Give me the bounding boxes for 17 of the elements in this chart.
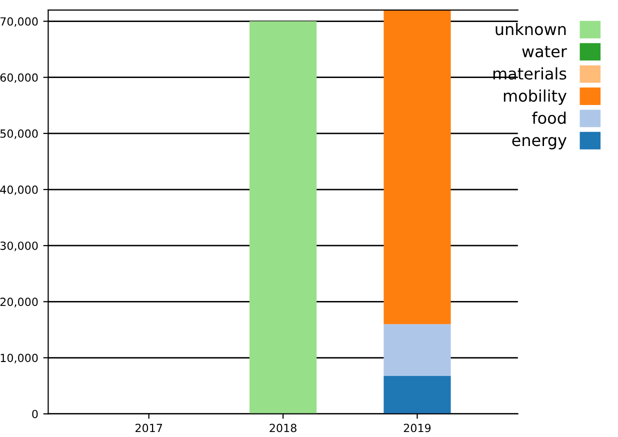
y-tick-label: 30,000 <box>0 242 38 252</box>
legend-label: water <box>522 46 567 58</box>
y-tick-label: 60,000 <box>0 73 38 83</box>
legend-label: mobility <box>504 89 567 105</box>
legend-label: materials <box>493 67 566 80</box>
legend-label: unknown <box>496 22 566 36</box>
legend-label: energy <box>512 137 567 150</box>
y-tick-label: 20,000 <box>0 298 38 308</box>
x-tick-label: 2019 <box>404 424 431 432</box>
y-tick-label: 10,000 <box>0 354 38 364</box>
x-tick-label: 2017 <box>136 424 162 432</box>
y-tick-label: 50,000 <box>0 129 38 139</box>
legend-label: food <box>532 112 566 124</box>
y-tick-label: 0 <box>32 410 38 418</box>
y-tick-label: 40,000 <box>0 185 38 196</box>
x-tick-label: 2018 <box>270 424 296 432</box>
y-tick-label: 70,000 <box>0 17 38 27</box>
